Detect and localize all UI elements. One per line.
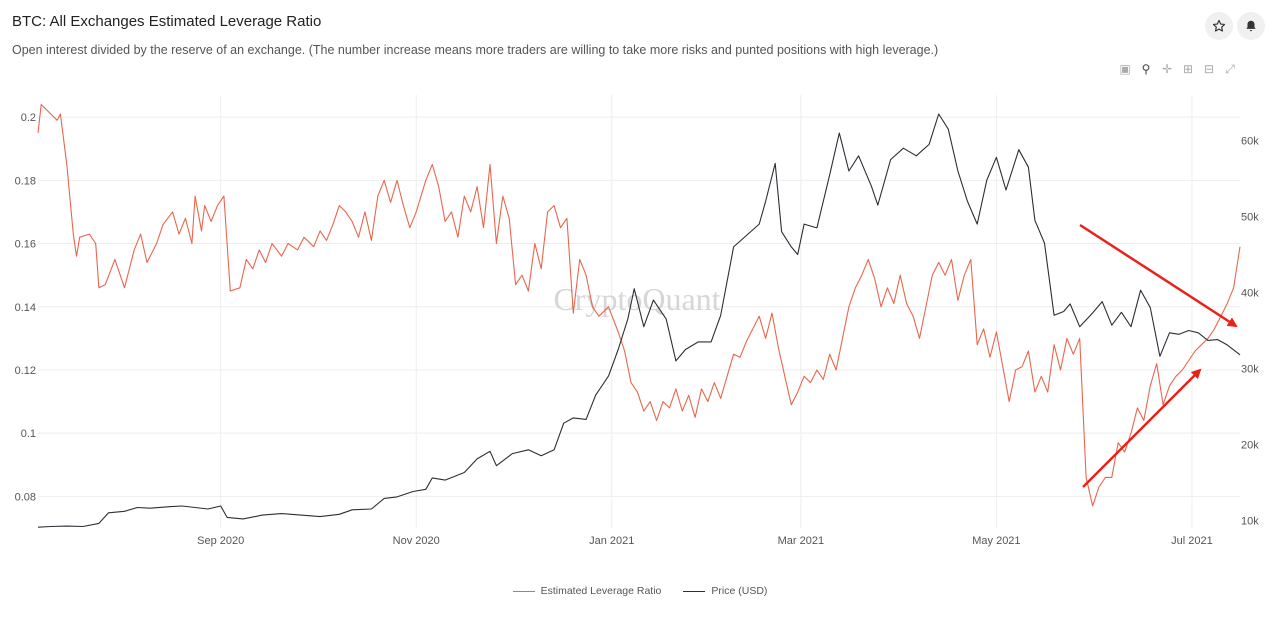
chart-title: BTC: All Exchanges Estimated Leverage Ra…: [12, 13, 322, 30]
y-left-tick-label: 0.08: [15, 491, 36, 503]
legend-item-price[interactable]: Price (USD): [683, 585, 767, 597]
series-line-price[interactable]: [37, 113, 1241, 528]
x-tick-label: Jul 2021: [1171, 535, 1213, 547]
y-left-tick-label: 0.18: [15, 175, 36, 187]
autoscale-icon[interactable]: ⤢: [1225, 61, 1235, 76]
x-tick-label: Jan 2021: [589, 535, 634, 547]
y-left-tick-label: 0.12: [15, 365, 36, 377]
series-lines: [37, 103, 1241, 528]
x-tick-label: Nov 2020: [393, 535, 440, 547]
arrow-up-annotation: [1082, 368, 1202, 488]
legend-label-price: Price (USD): [711, 585, 768, 597]
camera-icon[interactable]: ▣: [1119, 62, 1131, 76]
legend-swatch-leverage: [512, 590, 535, 592]
legend: Estimated Leverage Ratio Price (USD): [0, 585, 1280, 597]
pan-icon[interactable]: ✛: [1161, 62, 1173, 76]
y-right-tick-label: 40k: [1241, 288, 1259, 300]
y-left-tick-label: 0.1: [21, 428, 36, 440]
star-icon[interactable]: [1205, 12, 1233, 40]
legend-label-leverage: Estimated Leverage Ratio: [540, 585, 662, 597]
y-left-tick-label: 0.16: [15, 239, 36, 251]
y-right-tick-label: 10k: [1241, 515, 1259, 527]
y-left-tick-label: 0.2: [21, 112, 36, 124]
zoom-in-icon[interactable]: ⊞: [1182, 62, 1194, 76]
series-line-leverage[interactable]: [37, 103, 1241, 507]
y-right-tick-label: 50k: [1241, 212, 1259, 224]
bell-icon[interactable]: [1237, 12, 1265, 40]
x-tick-label: Mar 2021: [778, 535, 824, 547]
y-right-tick-label: 30k: [1241, 363, 1259, 375]
axis-ticks: Sep 2020 Nov 2020 Jan 2021 Mar 2021 May 2021…: [15, 112, 1260, 547]
x-tick-label: May 2021: [972, 535, 1020, 547]
y-right-tick-label: 60k: [1241, 136, 1259, 148]
chart-subtitle: Open interest divided by the reserve of …: [12, 43, 939, 57]
legend-swatch-price: [683, 590, 706, 592]
arrow-down-annotation: [1079, 223, 1238, 328]
zoom-out-icon[interactable]: ⊟: [1203, 62, 1215, 76]
y-right-tick-label: 20k: [1241, 439, 1259, 451]
legend-item-leverage[interactable]: Estimated Leverage Ratio: [512, 585, 662, 597]
chart-modebar: ▣ ⚲ ✛ ⊞ ⊟ ⤢: [1118, 61, 1237, 77]
zoom-icon[interactable]: ⚲: [1141, 62, 1151, 76]
y-left-tick-label: 0.14: [15, 302, 36, 314]
x-tick-label: Sep 2020: [197, 535, 244, 547]
grid-lines: [38, 95, 1240, 528]
